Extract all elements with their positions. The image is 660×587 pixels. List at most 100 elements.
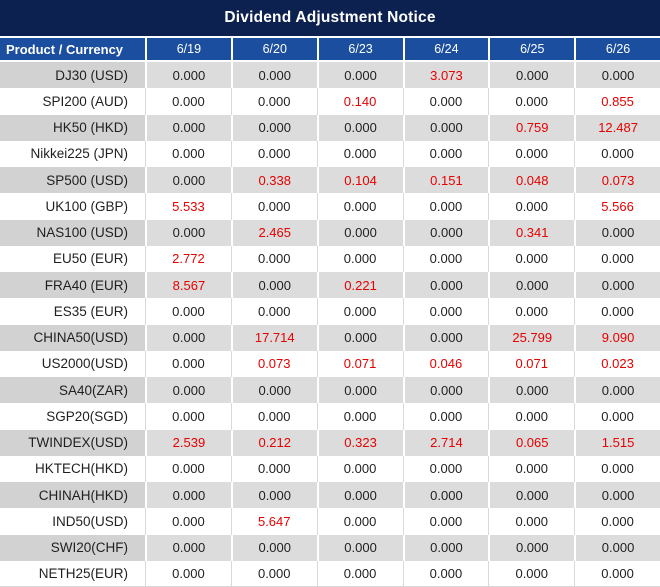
dividend-value-cell: 5.647 <box>230 508 317 535</box>
product-cell: SP500 (USD) <box>0 167 145 194</box>
dividend-value-cell: 0.000 <box>402 403 489 430</box>
table-row: HKTECH(HKD) 0.000 0.000 0.000 0.000 0.000 0.00… <box>0 455 660 482</box>
product-cell: SA40(ZAR) <box>0 377 145 404</box>
dividend-value-cell: 0.000 <box>316 193 403 220</box>
dividend-value-cell: 0.000 <box>230 193 317 220</box>
dividend-value-cell: 9.090 <box>574 324 660 351</box>
table-row: SP500 (USD) 0.000 0.338 0.104 0.151 0.048 0.07… <box>0 167 660 194</box>
dividend-value-cell: 0.151 <box>402 167 489 194</box>
table-row: UK100 (GBP) 5.533 0.000 0.000 0.000 0.000 5.56… <box>0 193 660 220</box>
dividend-value-cell: 0.000 <box>488 377 575 404</box>
table-row: NAS100 (USD) 0.000 2.465 0.000 0.000 0.341 0.0… <box>0 219 660 246</box>
dividend-value-cell: 0.048 <box>488 167 575 194</box>
dividend-value-cell: 0.000 <box>145 482 231 509</box>
dividend-value-cell: 0.000 <box>488 534 575 561</box>
dividend-value-cell: 0.000 <box>145 403 231 430</box>
dividend-value-cell: 0.046 <box>402 350 489 377</box>
table-row: CHINA50(USD) 0.000 17.714 0.000 0.000 25.799 9… <box>0 324 660 351</box>
dividend-value-cell: 0.140 <box>316 88 403 115</box>
dividend-value-cell: 0.000 <box>488 140 574 167</box>
table-row: HK50 (HKD) 0.000 0.000 0.000 0.000 0.759 12.48… <box>0 114 660 141</box>
dividend-value-cell: 0.000 <box>574 377 660 404</box>
dividend-value-cell: 0.000 <box>402 140 489 167</box>
dividend-value-cell: 0.000 <box>316 219 403 246</box>
product-cell: TWINDEX(USD) <box>0 429 145 456</box>
dividend-value-cell: 0.000 <box>316 534 403 561</box>
dividend-value-cell: 0.000 <box>402 114 489 141</box>
dividend-value-cell: 0.000 <box>145 219 231 246</box>
table-row: Nikkei225 (JPN) 0.000 0.000 0.000 0.000 0.000… <box>0 140 660 167</box>
dividend-value-cell: 0.000 <box>574 508 660 535</box>
table-row: DJ30 (USD) 0.000 0.000 0.000 3.073 0.000 0.000 <box>0 62 660 89</box>
dividend-value-cell: 0.000 <box>488 455 574 482</box>
page-title: Dividend Adjustment Notice <box>224 9 436 26</box>
table-row: SWI20(CHF) 0.000 0.000 0.000 0.000 0.000 0.000 <box>0 534 660 561</box>
dividend-value-cell: 2.465 <box>230 219 317 246</box>
dividend-value-cell: 0.000 <box>230 482 317 509</box>
date-column-header: 6/24 <box>402 38 489 60</box>
dividend-value-cell: 0.000 <box>145 377 231 404</box>
dividend-value-cell: 0.000 <box>230 88 317 115</box>
dividend-value-cell: 0.073 <box>230 350 317 377</box>
product-cell: Nikkei225 (JPN) <box>30 146 128 162</box>
dividend-value-cell: 0.000 <box>230 114 317 141</box>
product-cell: UK100 (GBP) <box>45 198 128 214</box>
dividend-value-cell: 0.000 <box>230 62 317 89</box>
dividend-value-cell: 0.000 <box>316 245 403 272</box>
dividend-value-cell: 25.799 <box>488 324 575 351</box>
product-cell: EU50 (EUR) <box>52 251 128 267</box>
dividend-value-cell: 0.000 <box>574 219 660 246</box>
dividend-value-cell: 0.221 <box>316 272 403 299</box>
dividend-value-cell: 0.071 <box>488 350 574 377</box>
dividend-value-cell: 0.000 <box>574 245 660 272</box>
dividend-value-cell: 0.000 <box>230 534 317 561</box>
dividend-value-cell: 0.000 <box>574 482 660 509</box>
dividend-value-cell: 0.000 <box>316 560 403 586</box>
table-row: SGP20(SGD) 0.000 0.000 0.000 0.000 0.000 0.000 <box>0 403 660 430</box>
dividend-value-cell: 0.000 <box>230 298 317 325</box>
dividend-value-cell: 0.000 <box>574 534 660 561</box>
product-cell: NAS100 (USD) <box>0 219 145 246</box>
dividend-value-cell: 0.000 <box>402 482 489 509</box>
dividend-value-cell: 0.000 <box>316 324 403 351</box>
dividend-value-cell: 0.000 <box>145 298 231 325</box>
dividend-value-cell: 0.000 <box>316 377 403 404</box>
product-cell: US2000(USD) <box>41 356 128 372</box>
dividend-value-cell: 0.000 <box>145 560 231 586</box>
dividend-value-cell: 0.000 <box>316 482 403 509</box>
date-column-header: 6/26 <box>574 38 660 60</box>
product-cell: CHINAH(HKD) <box>0 482 145 509</box>
dividend-value-cell: 17.714 <box>230 324 317 351</box>
table-row: NETH25(EUR) 0.000 0.000 0.000 0.000 0.000 0.00… <box>0 560 660 586</box>
dividend-value-cell: 0.000 <box>488 62 575 89</box>
product-cell: CHINA50(USD) <box>0 324 145 351</box>
dividend-value-cell: 0.338 <box>230 167 317 194</box>
dividend-value-cell: 0.212 <box>230 429 317 456</box>
dividend-value-cell: 0.000 <box>145 62 231 89</box>
dividend-value-cell: 0.000 <box>230 245 317 272</box>
dividend-value-cell: 0.855 <box>574 88 660 115</box>
dividend-value-cell: 0.000 <box>316 508 403 535</box>
table-row: ES35 (EUR) 0.000 0.000 0.000 0.000 0.000 0.000 <box>0 298 660 325</box>
dividend-value-cell: 0.104 <box>316 167 403 194</box>
dividend-value-cell: 0.000 <box>230 560 317 586</box>
dividend-value-cell: 0.000 <box>574 140 660 167</box>
dividend-value-cell: 2.772 <box>145 245 231 272</box>
product-cell: DJ30 (USD) <box>0 62 145 89</box>
dividend-value-cell: 0.000 <box>145 324 231 351</box>
dividend-value-cell: 12.487 <box>574 114 660 141</box>
dividend-value-cell: 0.000 <box>488 560 574 586</box>
dividend-value-cell: 0.000 <box>574 272 660 299</box>
dividend-value-cell: 0.000 <box>316 140 403 167</box>
dividend-value-cell: 0.000 <box>488 403 574 430</box>
dividend-value-cell: 3.073 <box>402 62 489 89</box>
dividend-value-cell: 0.000 <box>145 508 231 535</box>
dividend-value-cell: 0.000 <box>145 88 231 115</box>
dividend-value-cell: 0.000 <box>574 560 660 586</box>
dividend-value-cell: 0.000 <box>402 324 489 351</box>
dividend-value-cell: 1.515 <box>574 429 660 456</box>
date-column-header: 6/19 <box>145 38 231 60</box>
table-row: FRA40 (EUR) 8.567 0.000 0.221 0.000 0.000 0.00… <box>0 272 660 299</box>
dividend-value-cell: 0.000 <box>574 298 660 325</box>
